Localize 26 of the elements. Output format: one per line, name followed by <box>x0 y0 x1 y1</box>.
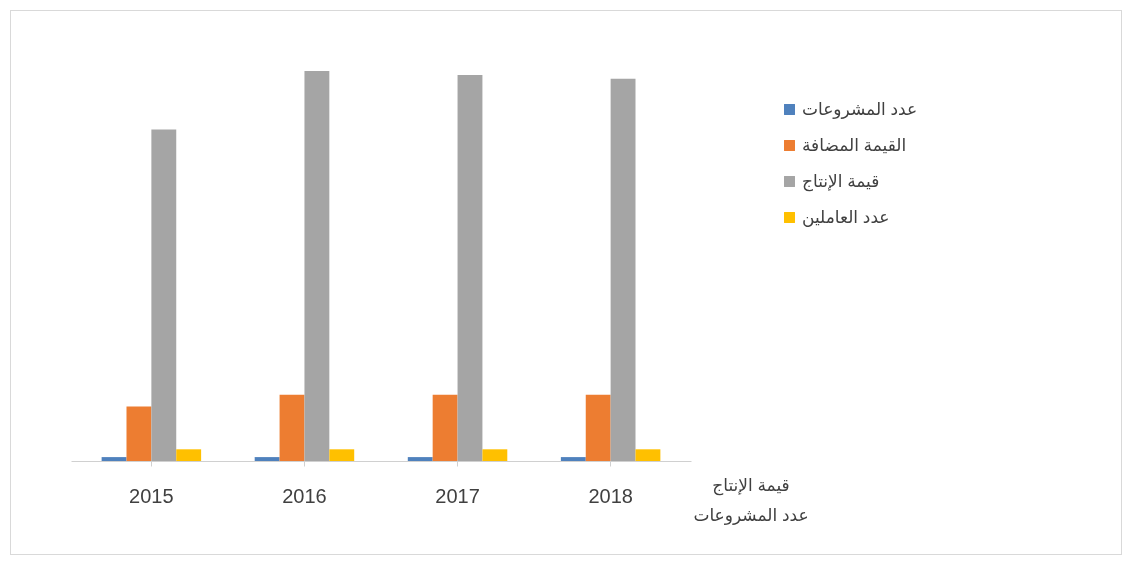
x-tick-label: 2015 <box>129 484 174 507</box>
text: قيمة الإنتاج <box>712 476 790 496</box>
bar <box>610 78 636 461</box>
bar <box>585 394 611 461</box>
bar <box>101 457 127 461</box>
legend-label: القيمة المضافة <box>802 135 907 155</box>
bar <box>432 394 458 461</box>
x-tick-label: 2016 <box>282 484 327 507</box>
bar <box>482 449 508 461</box>
bar <box>126 406 152 461</box>
x-tick-label: 2017 <box>435 484 480 507</box>
legend-label: قيمة الإنتاج <box>802 171 880 192</box>
bar <box>635 449 661 461</box>
bar <box>560 457 586 461</box>
bar <box>151 129 177 461</box>
bar <box>254 457 280 461</box>
x-tick-label: 2018 <box>588 484 633 507</box>
bar <box>279 394 305 461</box>
bar <box>407 457 433 461</box>
bar <box>304 71 330 461</box>
bar <box>457 74 483 461</box>
bar <box>329 449 355 461</box>
legend-label: عدد المشروعات <box>802 99 918 119</box>
bar <box>176 449 202 461</box>
legend-label: عدد العاملين <box>802 207 890 227</box>
text: عدد المشروعات <box>693 506 809 525</box>
